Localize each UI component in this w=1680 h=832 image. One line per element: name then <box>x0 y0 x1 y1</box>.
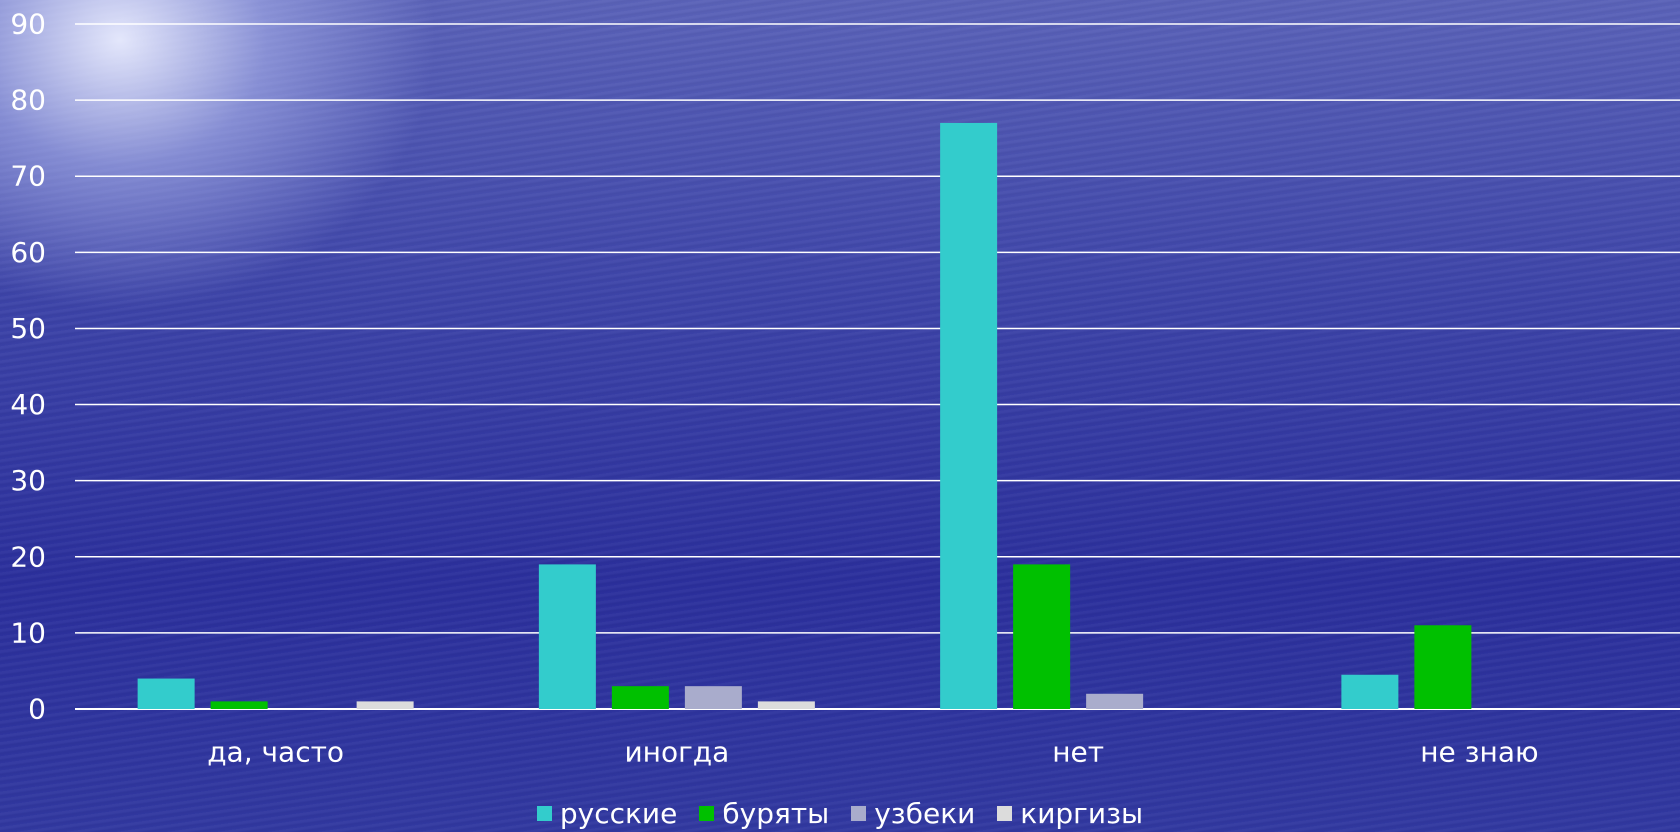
bar-2-0 <box>940 122 998 709</box>
bar-chart: 0 10 20 30 40 50 60 70 80 90 да, часто иногда нет не… <box>10 8 1680 769</box>
y-axis-ticks: 0 10 20 30 40 50 60 70 80 90 <box>10 8 46 726</box>
legend-item-series-3: киргизы <box>997 797 1143 830</box>
y-tick-label-0: 0 <box>28 693 46 726</box>
bars <box>137 122 1472 709</box>
bar-0-3 <box>356 701 414 709</box>
bar-2-1 <box>1013 564 1071 709</box>
bar-1-0 <box>538 564 596 709</box>
bar-1-2 <box>684 686 742 709</box>
legend-swatch-series-2 <box>851 805 867 821</box>
legend-item-series-1: буряты <box>699 797 829 830</box>
legend-item-series-0: русские <box>536 796 678 830</box>
x-tick-label-2: нет <box>1052 736 1104 769</box>
legend-label-series-1: буряты <box>722 796 830 830</box>
y-tick-label-50: 50 <box>10 312 46 345</box>
y-tick-label-30: 30 <box>10 464 46 497</box>
y-tick-label-90: 90 <box>10 8 46 41</box>
legend-label-series-0: русские <box>559 796 678 830</box>
bar-1-3 <box>757 701 815 709</box>
y-tick-label-10: 10 <box>10 616 46 649</box>
y-tick-label-70: 70 <box>10 160 46 193</box>
x-tick-label-1: иногда <box>624 736 729 769</box>
gridlines <box>75 23 1680 710</box>
y-tick-label-40: 40 <box>10 388 46 421</box>
x-axis-ticks: да, часто иногда нет не знаю <box>207 736 1538 769</box>
legend: русские буряты узбеки киргизы <box>0 794 1680 832</box>
legend-item-series-2: узбеки <box>851 797 975 830</box>
y-tick-label-80: 80 <box>10 84 46 117</box>
x-tick-label-3: не знаю <box>1420 736 1538 769</box>
legend-swatch-series-1 <box>699 805 715 821</box>
bar-3-0 <box>1341 674 1399 709</box>
legend-swatch-series-3 <box>997 805 1013 821</box>
bar-3-1 <box>1414 625 1472 709</box>
x-tick-label-0: да, часто <box>207 736 344 769</box>
bar-0-1 <box>210 701 268 709</box>
legend-label-series-2: узбеки <box>874 796 976 830</box>
bar-1-1 <box>611 686 669 709</box>
y-tick-label-60: 60 <box>10 236 46 269</box>
bar-2-2 <box>1086 693 1144 709</box>
legend-label-series-3: киргизы <box>1020 796 1144 830</box>
y-tick-label-20: 20 <box>10 540 46 573</box>
bar-0-0 <box>137 678 195 709</box>
legend-swatch-series-0 <box>536 805 552 821</box>
